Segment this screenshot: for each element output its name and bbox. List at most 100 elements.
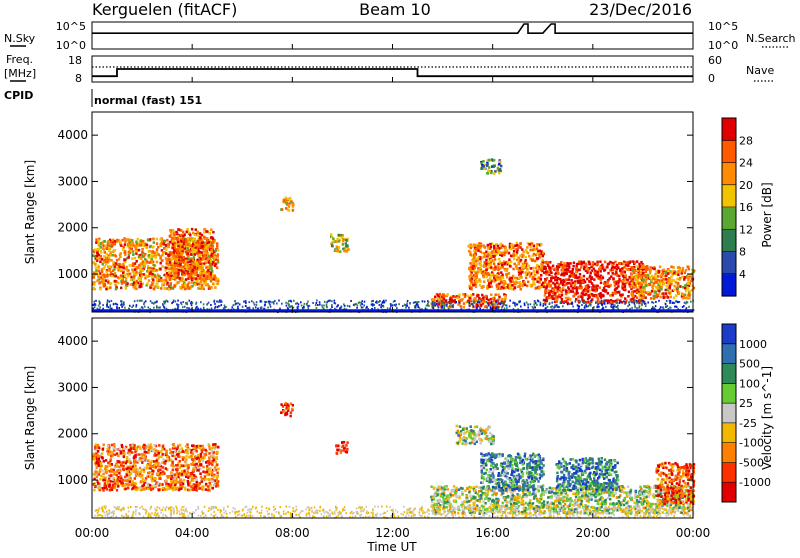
scatter-cell xyxy=(147,265,149,268)
scatter-cell xyxy=(652,277,654,280)
ground-scatter-cell xyxy=(506,307,508,309)
scatter-cell xyxy=(146,464,148,467)
ground-scatter-cell xyxy=(175,300,177,302)
scatter-cell xyxy=(171,258,173,261)
scatter-cell xyxy=(581,281,583,284)
ground-scatter-cell xyxy=(572,306,574,308)
scatter-cell xyxy=(156,282,158,285)
ground-scatter-cell xyxy=(497,304,499,306)
ground-scatter-cell xyxy=(373,304,375,306)
scatter-cell xyxy=(477,294,479,297)
ground-scatter-cell xyxy=(242,306,244,308)
ground-scatter-cell xyxy=(350,300,352,302)
scatter-cell xyxy=(549,267,551,270)
scatter-cell xyxy=(504,249,506,252)
scatter-cell xyxy=(445,300,447,303)
scatter-cell xyxy=(599,292,601,295)
ground-scatter-cell xyxy=(472,303,474,305)
ground-scatter-cell xyxy=(575,301,577,303)
scatter-cell xyxy=(546,277,548,280)
ground-scatter-cell xyxy=(315,304,317,306)
ground-scatter-cell xyxy=(536,304,538,306)
scatter-cell xyxy=(579,273,581,276)
scatter-cell xyxy=(585,290,587,293)
scatter-cell xyxy=(156,242,158,245)
scatter-cell xyxy=(684,272,686,275)
scatter-cell xyxy=(474,282,476,285)
ground-scatter-cell xyxy=(675,306,677,308)
scatter-cell xyxy=(594,263,596,266)
ground-scatter-cell xyxy=(173,300,175,302)
scatter-cell xyxy=(687,282,689,285)
scatter-cell xyxy=(214,286,216,289)
scatter-cell xyxy=(666,285,668,288)
scatter-cell xyxy=(125,287,127,290)
ground-scatter-cell xyxy=(665,303,667,305)
scatter-cell xyxy=(632,280,634,283)
ground-scatter-cell xyxy=(443,305,445,307)
scatter-cell xyxy=(171,262,173,265)
ground-scatter-cell xyxy=(418,301,420,303)
scatter-cell xyxy=(115,275,117,278)
scatter-cell xyxy=(203,236,205,239)
ground-scatter-cell xyxy=(211,307,213,309)
scatter-cell xyxy=(561,272,563,275)
scatter-cell xyxy=(169,285,171,288)
scatter-cell xyxy=(189,234,191,237)
ground-scatter-cell xyxy=(584,307,586,309)
scatter-cell xyxy=(520,276,522,279)
scatter-cell xyxy=(682,297,684,300)
scatter-cell xyxy=(216,245,218,248)
scatter-cell xyxy=(544,266,546,269)
scatter-cell xyxy=(447,293,449,296)
scatter-cell xyxy=(281,208,283,211)
scatter-cell xyxy=(217,256,219,259)
scatter-cell xyxy=(98,473,100,476)
power-data-layer xyxy=(92,158,695,313)
scatter-cell xyxy=(557,277,559,280)
scatter-cell xyxy=(205,246,207,249)
scatter-cell xyxy=(162,453,164,456)
scatter-cell xyxy=(148,254,150,257)
scatter-cell xyxy=(606,266,608,269)
scatter-cell xyxy=(460,305,462,308)
scatter-cell xyxy=(95,241,97,244)
scatter-cell xyxy=(517,285,519,288)
ground-scatter-cell xyxy=(553,307,555,309)
scatter-cell xyxy=(185,242,187,245)
scatter-cell xyxy=(514,286,516,289)
scatter-cell xyxy=(172,287,174,290)
ground-scatter-cell xyxy=(591,301,593,303)
scatter-cell xyxy=(128,251,130,254)
freq-left-tick-bottom: 8 xyxy=(75,72,82,85)
scatter-cell xyxy=(127,275,129,278)
ground-scatter-cell xyxy=(586,306,588,308)
scatter-cell xyxy=(500,165,502,168)
scatter-cell xyxy=(157,246,159,249)
ground-scatter-cell xyxy=(584,302,586,304)
scatter-cell xyxy=(162,466,164,469)
scatter-cell xyxy=(469,253,471,256)
scatter-cell xyxy=(518,269,520,272)
scatter-cell xyxy=(504,282,506,285)
ground-scatter-cell xyxy=(438,302,440,304)
scatter-cell xyxy=(682,294,684,297)
scatter-cell xyxy=(681,276,683,279)
ground-scatter-cell xyxy=(102,304,104,306)
scatter-cell xyxy=(198,484,200,487)
ground-scatter-cell xyxy=(200,301,202,303)
scatter-cell xyxy=(161,254,163,257)
scatter-cell xyxy=(500,243,502,246)
scatter-cell xyxy=(198,246,200,249)
scatter-cell xyxy=(130,250,132,253)
scatter-cell xyxy=(500,246,502,249)
scatter-cell xyxy=(529,272,531,275)
scatter-cell xyxy=(172,247,174,250)
ground-scatter-cell xyxy=(95,300,97,302)
ground-scatter-cell xyxy=(628,301,630,303)
scatter-cell xyxy=(506,268,508,271)
scatter-cell xyxy=(194,266,196,269)
scatter-cell xyxy=(484,265,486,268)
scatter-cell xyxy=(203,254,205,257)
scatter-cell xyxy=(185,260,187,263)
